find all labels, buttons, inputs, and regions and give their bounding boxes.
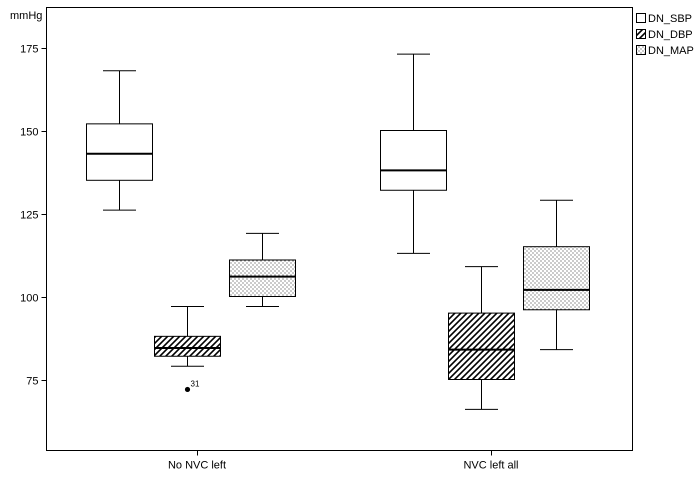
x-tick-label: No NVC left [168,460,226,472]
box-dn-dbp [154,305,221,367]
iqr-box [380,130,447,191]
y-tick-label: 100 [20,293,38,305]
legend-swatch [636,29,646,39]
box-dn-map [523,199,590,351]
box-dn-sbp [380,53,447,254]
iqr-box [523,246,590,311]
legend-swatch [636,45,646,55]
y-tick-label: 125 [20,210,38,222]
y-tick-label: 150 [20,127,38,139]
legend-label: DN_SBP [648,13,692,25]
legend-label: DN_DBP [648,29,693,41]
iqr-box [154,335,221,357]
box-dn-map [229,232,296,307]
legend-swatch [636,13,646,23]
y-tick-label: 175 [20,44,38,56]
y-tick-label: 75 [26,376,38,388]
outlier-label: 31 [191,379,200,388]
box-dn-dbp [448,266,515,410]
iqr-box [229,259,296,298]
iqr-box [448,312,515,381]
x-axis: No NVC left NVC left all [168,450,519,472]
y-axis: 75 100 125 150 175 [20,44,47,388]
y-axis-label: mmHg [10,10,42,22]
legend: DN_SBP DN_DBP DN_MAP [636,13,694,57]
outliers-layer: 31 [184,379,200,393]
boxes-layer [86,53,590,410]
x-tick-label: NVC left all [463,460,518,472]
outlier-point [184,386,191,393]
box-dn-sbp [86,70,153,211]
plot-frame [46,7,633,451]
iqr-box [86,123,153,181]
legend-label: DN_MAP [648,45,694,57]
